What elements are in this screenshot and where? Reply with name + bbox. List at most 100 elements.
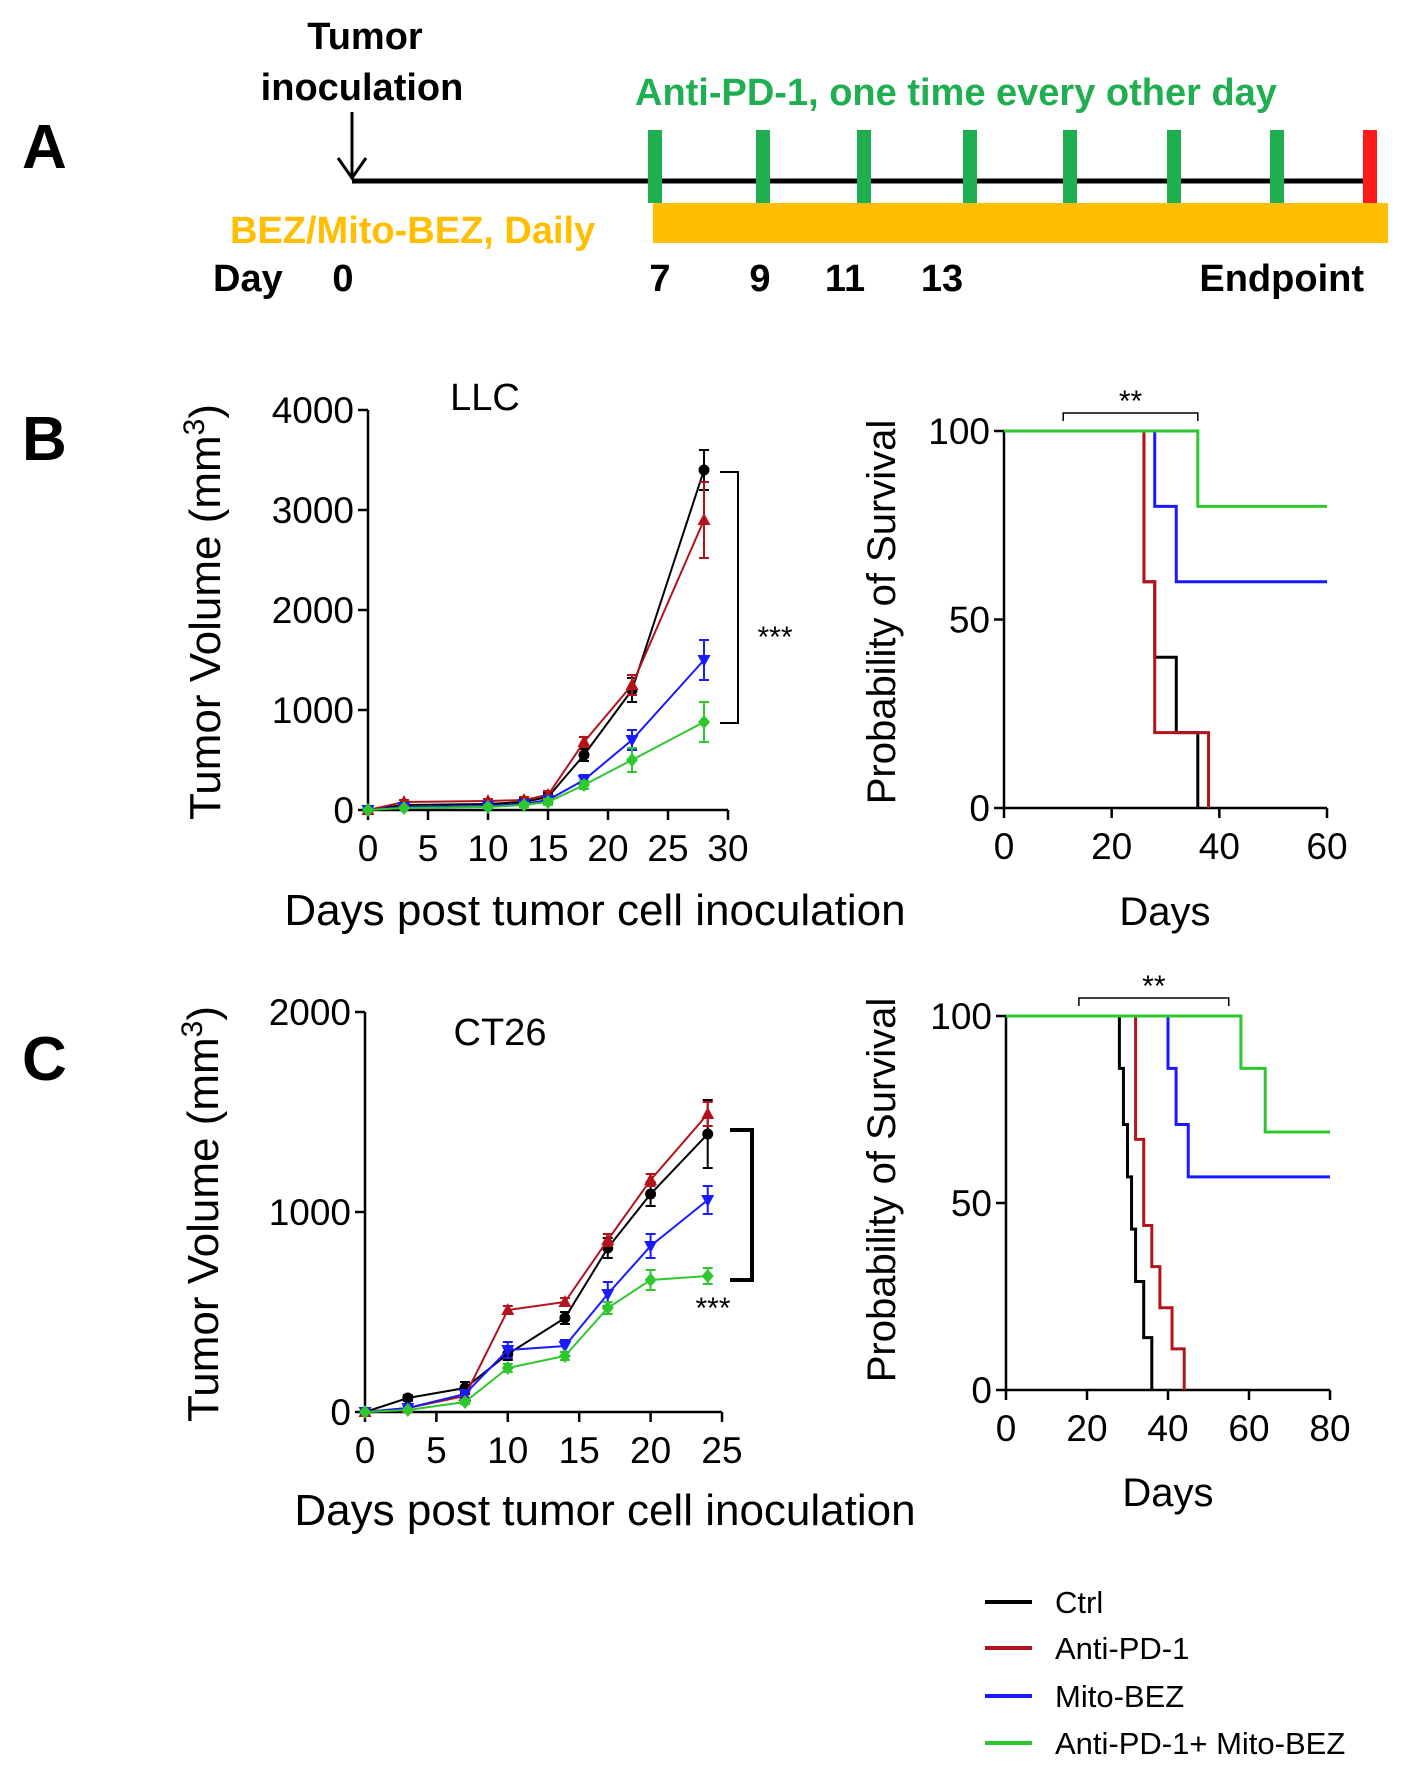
ct26-volume-xtick-label: 25: [701, 1430, 742, 1471]
llc-survival-xtick-label: 20: [1091, 826, 1132, 867]
ct26-survival-chart: 0 50 100 0 20 40 60 80 Days Probability of Surviv…: [860, 970, 1351, 1515]
ct26-volume-series-anti-pd1-point: [501, 1303, 515, 1315]
llc-survival-ylabel-text: Probability of Survival: [860, 420, 904, 805]
llc-volume-series-combo-point: [518, 798, 530, 812]
ct26-volume-series-combo-line: [364, 1275, 708, 1413]
ct26-volume-ytick-label: 2000: [269, 992, 351, 1033]
ct26-survival-xtick-label: 20: [1066, 1408, 1107, 1449]
llc-volume-series-anti-pd1-point: [625, 678, 639, 690]
llc-volume-xtick-label: 25: [647, 828, 688, 869]
ct26-survival-series-anti-pd1-curve: [1006, 1014, 1186, 1390]
llc-volume-ylabel: Tumor Volume (mm3): [178, 404, 230, 820]
legend-label-ctrl: Ctrl: [1055, 1585, 1103, 1620]
llc-volume-series-anti-pd1-point: [577, 735, 591, 747]
ct26-survival-ytick-label: 100: [930, 996, 992, 1037]
tumor-inoculation-label-line1: Tumor: [307, 16, 423, 58]
ct26-volume-significance-label: ***: [695, 1292, 730, 1325]
ct26-volume-series-combo-point: [601, 1301, 614, 1315]
antipd1-schedule-label: Anti-PD-1, one time every other day: [635, 72, 1277, 114]
llc-volume-series-ctrl-line: [367, 469, 705, 811]
ct26-survival-series-combo-curve: [1006, 1014, 1330, 1134]
antipd1-dose-marker-5: [1063, 130, 1077, 203]
ct26-volume-series-ctrl-point: [402, 1392, 414, 1404]
llc-volume-series-mito-bez-line: [367, 659, 705, 811]
ct26-survival-ytick-label: 50: [951, 1183, 992, 1224]
llc-survival-significance-label: **: [1119, 385, 1143, 418]
llc-volume-series-combo-point: [542, 795, 554, 809]
llc-volume-series-combo-point: [482, 800, 494, 814]
bez-treatment-bar: [653, 203, 1388, 243]
llc-survival-ytick-label: 0: [969, 788, 990, 829]
llc-survival-xtick-label: 60: [1306, 826, 1347, 867]
antipd1-dose-marker-2: [756, 130, 770, 203]
ct26-survival-series-mito-bez-curve: [1006, 1014, 1330, 1179]
llc-volume-series-combo-line: [367, 721, 705, 811]
ct26-volume-series-combo-point: [359, 1405, 371, 1419]
ct26-survival-significance-label: **: [1142, 970, 1166, 1003]
ct26-volume-series-anti-pd1-point: [601, 1233, 615, 1245]
llc-survival-ytick-label: 50: [949, 600, 990, 641]
ct26-volume-series-mito-bez-line: [364, 1199, 709, 1413]
llc-volume-xtick-label: 0: [358, 828, 379, 869]
ct26-volume-ylabel-close: ): [179, 1006, 228, 1021]
panel-c-letter: C: [22, 1025, 67, 1094]
day-tick-9: 9: [749, 258, 770, 300]
panel-b-letter: B: [22, 405, 67, 474]
llc-volume-series-anti-pd1-point: [697, 513, 711, 525]
llc-volume-ytick-label: 4000: [272, 390, 354, 431]
llc-volume-xtick-label: 5: [418, 828, 439, 869]
llc-survival-series-combo-curve: [1004, 429, 1327, 508]
llc-survival-ytick-label: 100: [928, 411, 990, 452]
legend: Ctrl Anti-PD-1 Mito-BEZ Anti-PD-1+ Mito-…: [985, 1585, 1345, 1761]
llc-volume-series-mito-bez-point: [625, 735, 639, 747]
llc-survival-xtick-label: 0: [994, 826, 1015, 867]
llc-volume-ytick-label: 0: [333, 790, 354, 831]
panel-a: A Tumor inoculation Anti-PD-1, one time …: [22, 16, 1388, 300]
llc-survival-series-anti-pd1-curve: [1004, 429, 1211, 808]
llc-survival-xlabel: Days: [1119, 890, 1210, 934]
ct26-survival-ylabel: Probability of Survival: [860, 998, 904, 1383]
day-label: Day: [213, 258, 283, 300]
llc-volume-series-combo-point: [626, 753, 638, 767]
ct26-volume-series-ctrl-point: [702, 1128, 714, 1140]
ct26-volume-ytick-label: 1000: [269, 1192, 351, 1233]
llc-survival-significance-bracket: [1062, 412, 1199, 421]
llc-volume-significance-label: ***: [757, 621, 792, 654]
ct26-volume-xtick-label: 20: [630, 1430, 671, 1471]
ct26-volume-series-anti-pd1-line: [364, 1113, 709, 1413]
ct26-volume-ylabel-superscript: 3: [176, 1021, 209, 1038]
ct26-volume-series-combo-point: [558, 1349, 571, 1363]
ct26-volume-series-mito-bez-point: [601, 1289, 615, 1301]
ct26-volume-ylabel-text: Tumor Volume (mm: [179, 1037, 228, 1422]
ct26-volume-series-mito-bez-point: [644, 1241, 658, 1253]
endpoint-marker: [1363, 130, 1377, 203]
antipd1-dose-marker-3: [857, 130, 871, 203]
ct26-survival-xlabel: Days: [1122, 1471, 1213, 1515]
llc-volume-series-combo-point: [698, 715, 710, 729]
legend-label-mito-bez: Mito-BEZ: [1055, 1679, 1184, 1714]
ct26-volume-series-combo-point: [401, 1403, 414, 1417]
antipd1-dose-marker-6: [1167, 130, 1181, 203]
ct26-volume-series-ctrl-line: [364, 1133, 709, 1413]
ct26-survival-xtick-label: 0: [996, 1408, 1017, 1449]
ct26-volume-xtick-label: 5: [426, 1430, 447, 1471]
ct26-volume-ytick-label: 0: [330, 1392, 351, 1433]
llc-volume-ylabel-text: Tumor Volume (mm: [181, 435, 230, 820]
llc-volume-series-combo-point: [362, 803, 374, 817]
llc-volume-series-ctrl-point: [698, 464, 710, 476]
llc-volume-title: LLC: [450, 377, 520, 419]
ct26-volume-xtick-label: 10: [487, 1430, 528, 1471]
inoculation-arrow-icon: [336, 112, 368, 181]
legend-label-combo: Anti-PD-1+ Mito-BEZ: [1055, 1726, 1345, 1761]
antipd1-dose-marker-1: [648, 130, 662, 203]
ct26-volume-significance-bracket: [730, 1128, 754, 1282]
ct26-volume-title: CT26: [454, 1012, 547, 1054]
ct26-survival-series-ctrl-curve: [1006, 1014, 1154, 1390]
antipd1-dose-marker-7: [1270, 130, 1284, 203]
ct26-survival-xtick-label: 40: [1147, 1408, 1188, 1449]
llc-volume-series-anti-pd1-line: [367, 519, 705, 811]
llc-volume-xtick-label: 10: [467, 828, 508, 869]
llc-volume-series-combo-point: [398, 801, 410, 815]
